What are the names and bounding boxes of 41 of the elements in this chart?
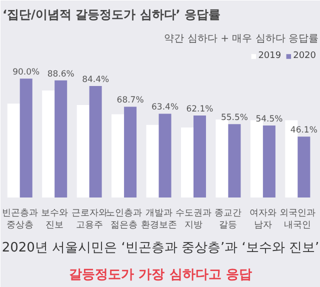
data-label: 54.5% [256, 114, 283, 124]
bar [298, 136, 310, 198]
chart-title: ‘집단/이념적 갈등정도가 심하다’ 응답률 [2, 8, 221, 22]
x-tick-label: 빈곤층과 중상층 [2, 208, 38, 230]
text: 갈등정도가 가장 심하다고 응답 [69, 268, 252, 282]
bar [42, 90, 55, 198]
bar [180, 127, 194, 198]
x-tick-label: 외국인과 내국인 [280, 208, 316, 230]
bar [262, 125, 276, 198]
bar [193, 115, 206, 198]
x-tick-label: 노인층과 젊은층 [106, 208, 142, 230]
bar [54, 80, 68, 198]
x-tick-label: 보수와 진보 [41, 208, 68, 230]
bar [250, 120, 263, 198]
x-tick-label: 개발과 환경보존 [140, 208, 177, 230]
x-tick-label: 종교간 갈등 [214, 208, 242, 230]
data-label: 46.1% [290, 126, 318, 136]
data-label: 68.7% [116, 96, 144, 106]
bar [20, 78, 32, 198]
data-label: 62.1% [186, 104, 214, 114]
legend-label: 2020 [293, 51, 316, 61]
data-label: 55.5% [220, 113, 248, 124]
bar [89, 86, 102, 198]
bar [158, 114, 172, 198]
bar [124, 106, 137, 198]
bar [112, 114, 124, 198]
bar [216, 120, 228, 198]
bar [7, 104, 20, 198]
text: 2020년 서울시민은 ‘빈곤층과 중상층’과 ‘보수와 진보’ [2, 240, 320, 256]
data-label: 88.6% [47, 69, 74, 80]
data-label: 63.4% [152, 102, 179, 113]
bar [76, 105, 90, 198]
chart-subtitle: 약간 심하다 + 매우 심하다 응답률 [164, 34, 319, 44]
x-tick-label: 여자와 남자 [249, 208, 276, 230]
bar [146, 124, 159, 198]
legend-label: 2019 [258, 51, 282, 61]
bar [228, 124, 241, 198]
data-label: 90.0% [12, 68, 40, 78]
x-tick-label: 수도권과 지방 [175, 208, 212, 230]
x-tick-label: 근로자와 고용주 [71, 208, 108, 230]
data-label: 84.4% [82, 74, 110, 85]
